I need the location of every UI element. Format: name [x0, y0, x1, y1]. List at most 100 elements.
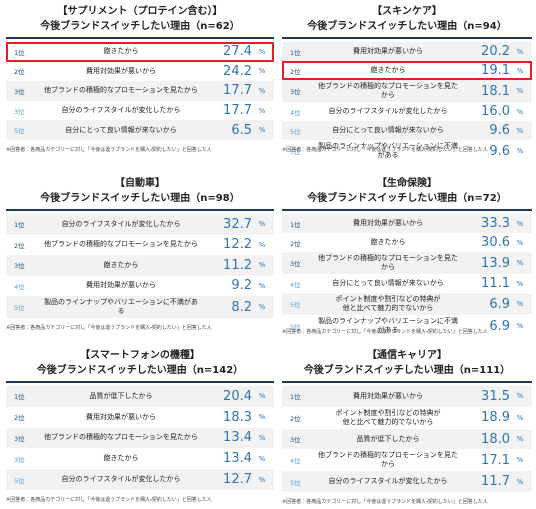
- ranking-row: 5位 製品のラインナップやバリエーションに不満がある 9.6%: [282, 140, 532, 162]
- rank: 4位: [290, 108, 301, 117]
- rank: 2位: [14, 414, 25, 423]
- unit: %: [516, 66, 524, 75]
- unit: %: [516, 300, 524, 308]
- reason: ポイント制度や割引などの特典が 他と比べて魅力的でないから: [335, 408, 441, 426]
- ranking-row: 3位 品質が低下したから 18.0%: [282, 428, 532, 450]
- ranking-row: 5位 製品のラインナップやバリエーションに不満がある 8.2%: [6, 296, 274, 318]
- ranking-panel: 【生命保険】 今後ブランドスイッチしたい理由（n=72） 1位 費用対効果が悪いから 3…: [282, 176, 532, 335]
- panel-subtitle: 今後ブランドスイッチしたい理由（n=142）: [36, 365, 244, 376]
- ranking-row: 2位 飽きたから 30.6%: [282, 233, 532, 252]
- rank: 4位: [290, 457, 301, 466]
- unit: %: [258, 126, 266, 135]
- ranking-row: 5位 自分のライフスタイルが変化したから 11.7%: [282, 471, 532, 493]
- unit: %: [258, 67, 266, 76]
- unit: %: [258, 261, 266, 270]
- ranking-table: 1位 費用対効果が悪いから 31.5% 2位 ポイント制度や割引などの特典が 他と比べて…: [282, 381, 532, 493]
- percentage: 33.3: [481, 216, 510, 231]
- unit: %: [516, 47, 524, 56]
- ranking-row: 4位 他ブランドの積極的なプロモーションを見たから 17.1%: [282, 449, 532, 471]
- reason: 他ブランドの積極的なプロモーションを見たから: [44, 86, 198, 95]
- reason: 品質が低下したから: [89, 391, 153, 400]
- rank: 1位: [14, 393, 25, 402]
- ranking-row: 2位 ポイント制度や割引などの特典が 他と比べて魅力的でないから 18.9%: [282, 407, 532, 429]
- percentage: 9.6: [489, 123, 510, 138]
- ranking-panel: 【通信キャリア】 今後ブランドスイッチしたい理由（n=111） 1位 費用対効果が悪い…: [282, 348, 532, 505]
- reason: 自分のライフスタイルが変化したから: [61, 475, 181, 484]
- reason: 自分のライフスタイルが変化したから: [328, 107, 448, 115]
- ranking-panel: 【自動車】今後ブランドスイッチしたい理由（n=98） 1位 自分のライフスタイルが変…: [6, 176, 274, 331]
- reason: 他ブランドの積極的なプロモーションを見たから: [318, 82, 458, 99]
- reason: 自分のライフスタイルが変化したから: [61, 219, 181, 228]
- reason: 製品のラインナップやバリエーションに不満がある: [318, 142, 458, 159]
- panel-title: 【自動車】: [115, 178, 165, 189]
- unit: %: [258, 433, 266, 442]
- ranking-row: 3位 自分のライフスタイルが変化したから 17.7%: [6, 101, 274, 121]
- unit: %: [258, 106, 266, 115]
- reason: 費用対効果が悪いから: [353, 391, 423, 400]
- unit: %: [258, 240, 266, 249]
- rank: 5位: [14, 127, 25, 136]
- ranking-row: 4位 費用対効果が悪いから 9.2%: [6, 276, 274, 297]
- unit: %: [516, 87, 524, 95]
- reason: 他ブランドの積極的なプロモーションを見たから: [44, 433, 198, 442]
- unit: %: [516, 456, 524, 465]
- reason: 飽きたから: [103, 454, 139, 463]
- footnote: ※回答者：各商品カテゴリーに対し「今後は違うブランドを購入・契約したい」と回答し…: [282, 147, 488, 153]
- reason: 費用対効果が悪いから: [86, 281, 156, 290]
- percentage: 8.2: [231, 299, 252, 315]
- ranking-row: 5位 自分にとって良い情報が来ないから 9.6%: [282, 121, 532, 140]
- ranking-panel: 【サプリメント（プロテイン含む）】 今後ブランドスイッチしたい理由（n=62） 1位…: [6, 4, 274, 153]
- percentage: 9.6: [489, 143, 510, 159]
- ranking-row: 2位 費用対効果が悪いから 24.2%: [6, 62, 274, 82]
- rank: 5位: [290, 148, 301, 156]
- ranking-row: 3位 飽きたから 11.2%: [6, 255, 274, 276]
- rank: 5位: [290, 323, 301, 331]
- rank: 1位: [14, 221, 25, 230]
- ranking-row: 1位 費用対効果が悪いから 33.3%: [282, 214, 532, 233]
- percentage: 19.1: [481, 63, 510, 78]
- unit: %: [516, 477, 524, 486]
- unit: %: [258, 47, 266, 56]
- reason: 費用対効果が悪いから: [353, 47, 423, 55]
- footnote: ※回答者：各商品カテゴリーに対し「今後は違うブランドを購入・契約したい」と回答し…: [6, 325, 212, 331]
- unit: %: [516, 219, 524, 228]
- reason: 飽きたから: [370, 66, 406, 74]
- percentage: 11.2: [223, 257, 252, 273]
- ranking-row: 3位 飽きたから 13.4%: [6, 448, 274, 469]
- percentage: 31.5: [481, 388, 510, 404]
- rank: 1位: [290, 220, 301, 229]
- percentage: 9.2: [231, 278, 252, 294]
- rank: 4位: [14, 282, 25, 291]
- rank: 2位: [14, 241, 25, 250]
- rank: 5位: [14, 476, 25, 485]
- ranking-row: 2位 他ブランドの積極的なプロモーションを見たから 12.2%: [6, 235, 274, 256]
- rank: 3位: [14, 434, 25, 443]
- ranking-row: 3位 他ブランドの積極的なプロモーションを見たから 18.1%: [282, 80, 532, 102]
- unit: %: [516, 238, 524, 247]
- reason: 飽きたから: [103, 260, 139, 269]
- unit: %: [258, 413, 266, 422]
- ranking-row: 3位 他ブランドの積極的なプロモーションを見たから 13.4%: [6, 427, 274, 449]
- rank: 1位: [290, 48, 301, 57]
- reason: 自分にとって良い情報が来ないから: [332, 279, 444, 287]
- rank: 2位: [290, 414, 301, 423]
- ranking-panel: 【スキンケア】 今後ブランドスイッチしたい理由（n=94） 1位 費用対効果が悪いから…: [282, 4, 532, 159]
- percentage: 32.7: [223, 216, 252, 232]
- ranking-row: 3位 他ブランドの積極的なプロモーションを見たから 17.7%: [6, 81, 274, 101]
- percentage: 18.0: [481, 431, 510, 447]
- percentage: 30.6: [481, 235, 510, 250]
- ranking-row: 2位 飽きたから 19.1%: [282, 61, 532, 80]
- rank: 3位: [14, 262, 25, 271]
- unit: %: [516, 126, 524, 135]
- panel-subtitle: 今後ブランドスイッチしたい理由（n=98）: [40, 193, 240, 204]
- panel-subtitle: 今後ブランドスイッチしたい理由（n=111）: [303, 365, 511, 376]
- reason: 飽きたから: [370, 238, 406, 246]
- percentage: 12.7: [223, 472, 252, 488]
- rank: 4位: [290, 280, 301, 289]
- percentage: 24.2: [223, 63, 252, 79]
- rank: 5位: [290, 301, 301, 309]
- footnote: ※回答者：各商品カテゴリーに対し「今後は違うブランドを購入・契約したい」と回答し…: [6, 497, 212, 503]
- reason: 飽きたから: [103, 47, 139, 56]
- percentage: 13.4: [223, 430, 252, 446]
